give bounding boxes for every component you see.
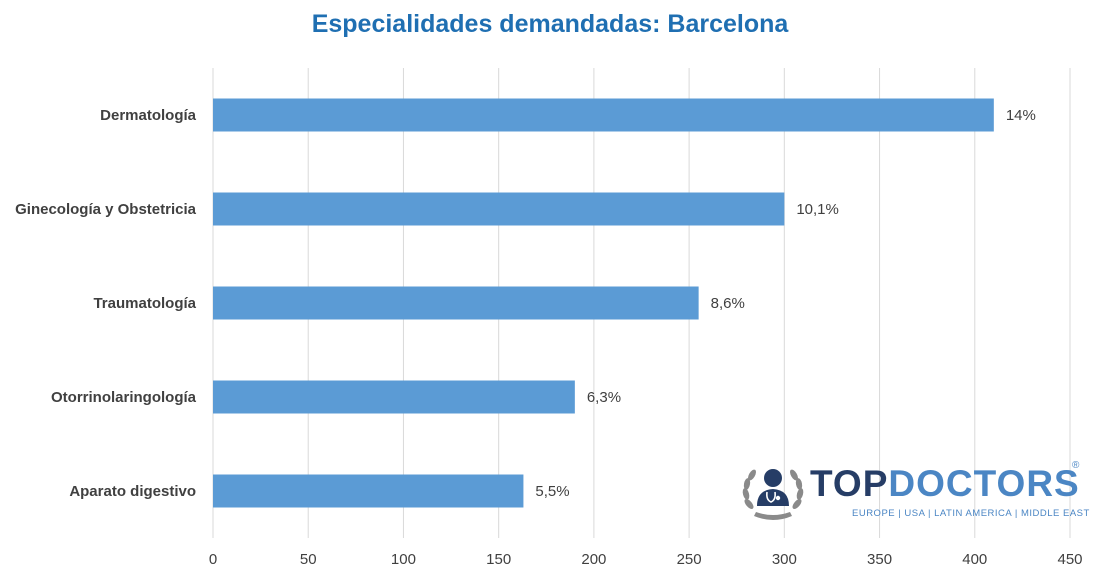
data-label: 14% [1006, 107, 1036, 124]
bars [213, 98, 994, 508]
x-tick-label: 350 [867, 551, 892, 568]
topdoctors-logo: TOPDOCTORS ® EUROPE | USA | LATIN AMERIC… [740, 458, 1090, 524]
bar [213, 380, 575, 414]
x-tick-label: 250 [677, 551, 702, 568]
x-tick-label: 50 [300, 551, 317, 568]
category-label: Traumatología [93, 295, 196, 312]
logo-tagline: EUROPE | USA | LATIN AMERICA | MIDDLE EA… [852, 508, 1090, 519]
bar [213, 474, 524, 508]
x-tick-label: 300 [772, 551, 797, 568]
x-tick-label: 200 [581, 551, 606, 568]
data-label: 5,5% [535, 483, 569, 500]
x-tick-label: 450 [1057, 551, 1082, 568]
category-labels: Dermatología Ginecología y Obstetricia Tra… [15, 107, 197, 500]
data-label: 8,6% [711, 295, 745, 312]
category-label: Dermatología [100, 107, 197, 124]
bar [213, 192, 785, 226]
x-tick-label: 400 [962, 551, 987, 568]
logo-wordmark: TOPDOCTORS [810, 463, 1080, 504]
category-label: Otorrinolaringología [51, 389, 197, 406]
chart-title: Especialidades demandadas: Barcelona [311, 10, 789, 38]
data-label: 6,3% [587, 389, 621, 406]
registered-mark: ® [1072, 460, 1080, 471]
category-label: Aparato digestivo [69, 483, 196, 500]
data-label: 10,1% [796, 201, 839, 218]
x-tick-label: 100 [391, 551, 416, 568]
x-tick-label: 150 [486, 551, 511, 568]
x-tick-labels: 0 50 100 150 200 250 300 350 400 450 [209, 551, 1083, 568]
category-label: Ginecología y Obstetricia [15, 201, 197, 218]
data-labels: 14% 10,1% 8,6% 6,3% 5,5% [535, 107, 1035, 500]
doctor-laurel-emblem-icon [742, 469, 804, 520]
bar [213, 286, 699, 320]
x-tick-label: 0 [209, 551, 217, 568]
bar [213, 98, 994, 132]
